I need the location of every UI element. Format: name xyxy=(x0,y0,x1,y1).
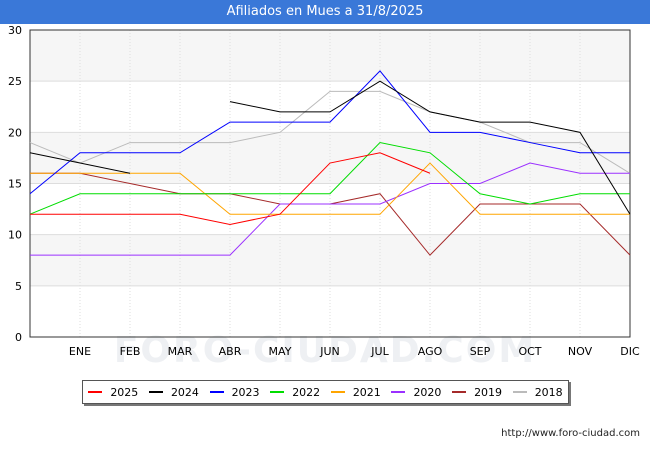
legend-label: 2025 xyxy=(110,385,139,399)
x-tick-label: ABR xyxy=(219,345,242,358)
legend-label: 2024 xyxy=(170,385,199,399)
legend-swatch xyxy=(148,391,163,393)
y-tick-label: 20 xyxy=(8,126,22,139)
legend-swatch xyxy=(512,391,527,393)
y-tick-label: 0 xyxy=(15,331,22,344)
grid-band xyxy=(30,234,630,286)
x-tick-label: MAR xyxy=(168,345,193,358)
series-line-2022 xyxy=(29,142,630,215)
legend-label: 2020 xyxy=(413,385,442,399)
legend-label: 2021 xyxy=(352,385,381,399)
x-tick-label: SEP xyxy=(470,345,491,358)
series-line-2025 xyxy=(30,152,431,225)
x-tick-label: JUL xyxy=(370,345,389,358)
x-tick-label: ENE xyxy=(69,345,91,358)
legend-item-2025: 2025 xyxy=(88,386,138,399)
legend-label: 2018 xyxy=(534,385,563,399)
series-line-2024 xyxy=(29,80,631,215)
grid-band xyxy=(30,132,630,184)
legend-label: 2019 xyxy=(474,385,503,399)
x-tick-label: AGO xyxy=(418,345,443,358)
series-line-2023 xyxy=(29,70,630,195)
legend-item-2019: 2019 xyxy=(452,386,502,399)
legend-item-2024: 2024 xyxy=(148,385,199,399)
grid-band xyxy=(30,30,630,82)
y-tick-label: 30 xyxy=(8,24,22,37)
plot-frame xyxy=(29,29,631,338)
legend: 2025 2024 2023 2022 2021 2020 2019 2018 xyxy=(82,380,569,404)
x-tick-label: JUN xyxy=(319,345,340,358)
legend-label: 2022 xyxy=(292,385,321,399)
y-tick-label: 10 xyxy=(8,229,22,242)
legend-item-2022: 2022 xyxy=(270,386,320,399)
legend-label: 2023 xyxy=(231,385,260,399)
x-tick-label: FEB xyxy=(120,345,141,358)
legend-swatch xyxy=(88,391,103,393)
legend-swatch xyxy=(209,391,224,393)
legend-swatch xyxy=(270,391,285,393)
legend-item-2021: 2021 xyxy=(330,385,381,399)
site-credit: http://www.foro-ciudad.com xyxy=(501,428,640,439)
x-tick-label: MAY xyxy=(269,345,292,358)
legend-item-2020: 2020 xyxy=(391,386,441,399)
y-tick-label: 5 xyxy=(15,280,22,293)
title-bar: Afiliados en Mues a 31/8/2025 xyxy=(0,0,650,24)
legend-swatch xyxy=(330,391,345,393)
legend-item-2018: 2018 xyxy=(512,385,563,399)
x-tick-label: OCT xyxy=(518,345,541,358)
legend-item-2023: 2023 xyxy=(209,385,260,399)
x-tick-label: DIC xyxy=(620,345,640,358)
chart-title: Afiliados en Mues a 31/8/2025 xyxy=(226,4,424,19)
legend-swatch xyxy=(391,391,406,393)
legend-swatch xyxy=(452,391,467,393)
y-tick-label: 15 xyxy=(8,178,22,191)
series-line-2020 xyxy=(30,162,630,256)
y-tick-label: 25 xyxy=(8,75,22,88)
x-tick-label: NOV xyxy=(568,345,593,358)
